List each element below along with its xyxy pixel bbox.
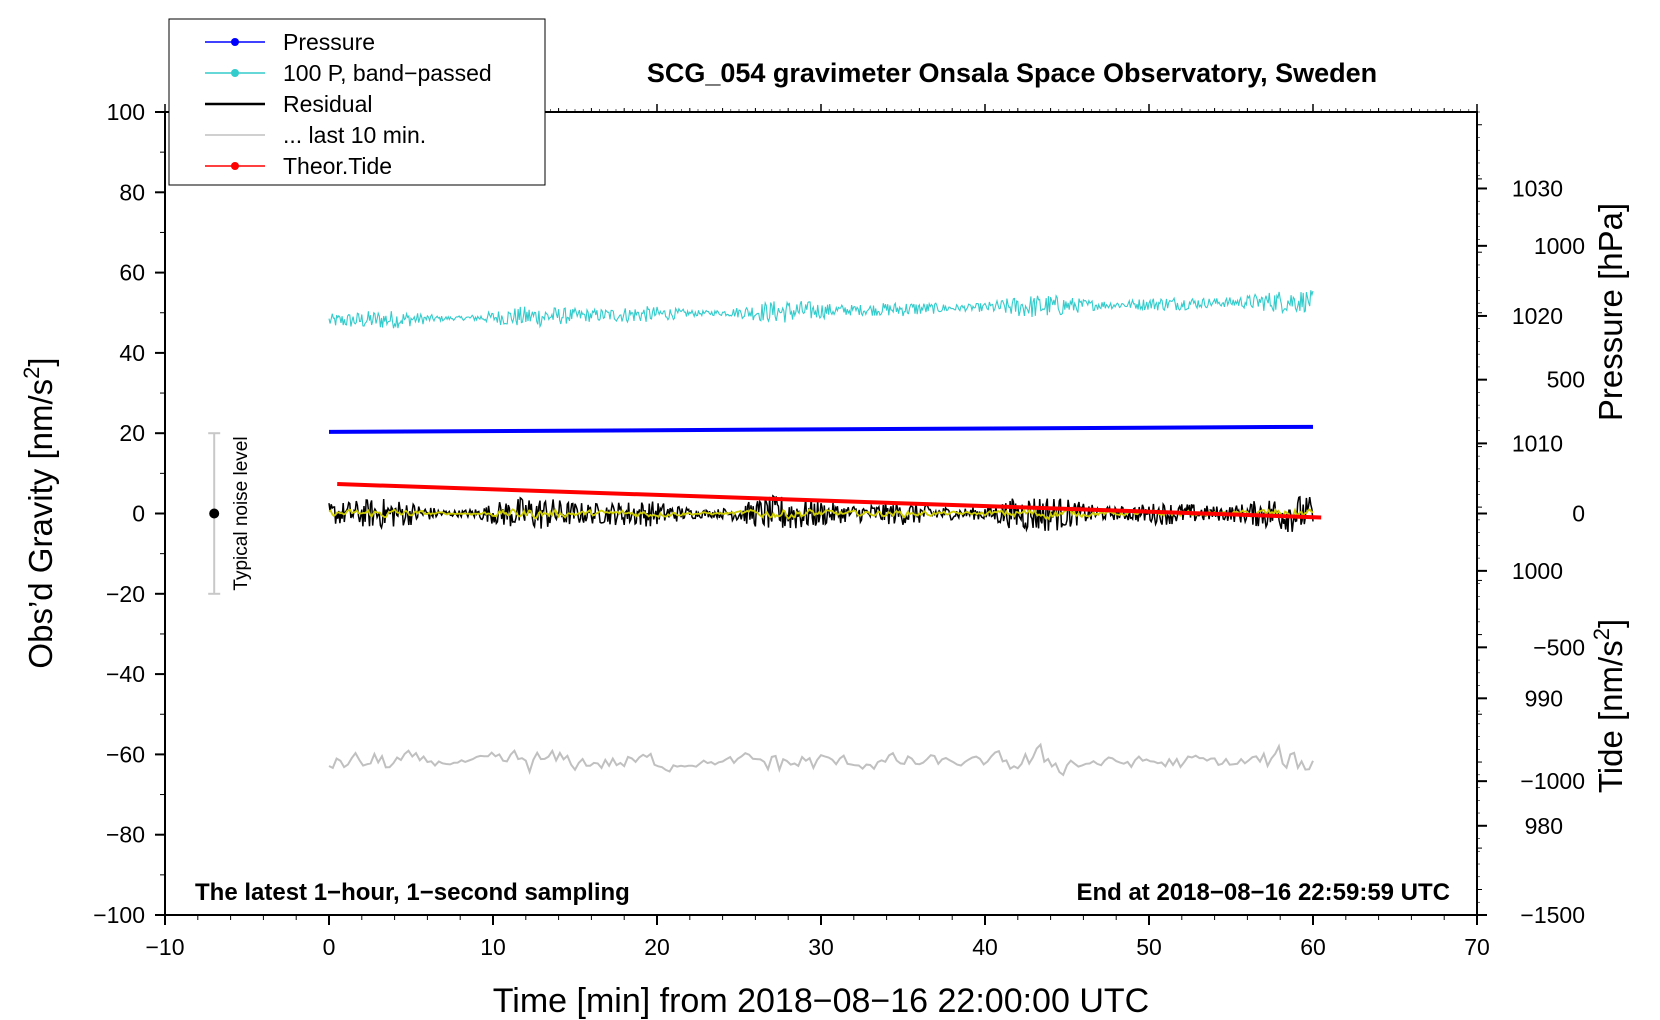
series-theor-tide — [337, 482, 1322, 520]
x-tick-label: 50 — [1136, 934, 1162, 960]
series-100p-band-passed — [328, 290, 1314, 329]
x-tick-label: 40 — [972, 934, 998, 960]
y-tick-label: 0 — [132, 501, 145, 527]
y-axis-label-tide: Tide [nm/s2] — [1589, 619, 1629, 793]
x-tick-label: 60 — [1300, 934, 1326, 960]
tide-tick-label: −500 — [1533, 634, 1585, 660]
annotation-sampling: The latest 1−hour, 1−second sampling — [195, 879, 630, 906]
series-layer — [328, 290, 1322, 777]
x-tick-label: −10 — [145, 934, 184, 960]
y-tick-label: −60 — [106, 741, 145, 767]
tide-tick-label: −1000 — [1520, 768, 1585, 794]
series-residual — [328, 494, 1314, 533]
x-axis-label: Time [min] from 2018−08−16 22:00:00 UTC — [493, 982, 1149, 1020]
noise-center-dot — [209, 508, 220, 519]
y-axis-label-pressure: Pressure [hPa] — [1592, 203, 1629, 421]
x-tick-label: 30 — [808, 934, 834, 960]
tide-tick-label: 1000 — [1534, 233, 1585, 259]
series-pressure — [328, 424, 1314, 434]
tide-tick-label: −1500 — [1520, 902, 1585, 928]
y-tick-label: 80 — [119, 179, 145, 205]
x-tick-label: 10 — [480, 934, 506, 960]
chart-title: SCG_054 gravimeter Onsala Space Observat… — [647, 58, 1377, 88]
x-tick-label: 70 — [1464, 934, 1490, 960]
series-last-10-min — [328, 742, 1314, 777]
y-tick-label: −80 — [106, 822, 145, 848]
legend-label-2: Residual — [283, 91, 373, 117]
legend-label-1: 100 P, band−passed — [283, 60, 492, 86]
tide-axis-ticks: −1500 −1000 −500 0 500 1000 — [1477, 178, 1585, 928]
pressure-tick-label: 1030 — [1512, 175, 1563, 201]
y-tick-label: 20 — [119, 420, 145, 446]
y-axis-label-superscript: 2 — [19, 367, 44, 379]
pressure-axis-ticks: 980 990 1000 1010 1020 1030 — [1477, 111, 1563, 903]
y-tick-label: −100 — [93, 902, 145, 928]
y-tick-label: 60 — [119, 260, 145, 286]
legend-marker-1 — [231, 69, 239, 77]
tide-label-superscript: 2 — [1589, 628, 1614, 640]
legend: Pressure 100 P, band−passed Residual ... la… — [168, 18, 546, 186]
pressure-tick-label: 1010 — [1512, 430, 1563, 456]
legend-box — [168, 18, 546, 186]
tide-tick-label: 500 — [1547, 367, 1585, 393]
pressure-tick-label: 1020 — [1512, 303, 1563, 329]
y-tick-label: −20 — [106, 581, 145, 607]
y-tick-label: −40 — [106, 661, 145, 687]
y-tick-label: 100 — [107, 99, 145, 125]
y-axis-ticks: −100 −80 −60 −40 −20 0 20 40 60 80 100 — [93, 99, 165, 928]
legend-label-3: ... last 10 min. — [283, 122, 426, 148]
pressure-tick-label: 980 — [1525, 813, 1563, 839]
legend-label-0: Pressure — [283, 29, 375, 55]
y-axis-label-gravity: Obs’d Gravity [nm/s2] — [19, 357, 59, 668]
noise-level-marker: Typical noise level — [208, 432, 252, 595]
y-tick-label: 40 — [119, 340, 145, 366]
pressure-tick-label: 990 — [1525, 685, 1563, 711]
pressure-tick-label: 1000 — [1512, 558, 1563, 584]
legend-label-4: Theor.Tide — [283, 153, 392, 179]
noise-level-label: Typical noise level — [231, 436, 252, 590]
x-tick-label: 0 — [323, 934, 336, 960]
legend-marker-4 — [231, 162, 239, 170]
x-tick-label: 20 — [644, 934, 670, 960]
legend-marker-0 — [231, 38, 239, 46]
annotation-end-time: End at 2018−08−16 22:59:59 UTC — [1076, 879, 1450, 906]
tide-tick-label: 0 — [1572, 501, 1585, 527]
